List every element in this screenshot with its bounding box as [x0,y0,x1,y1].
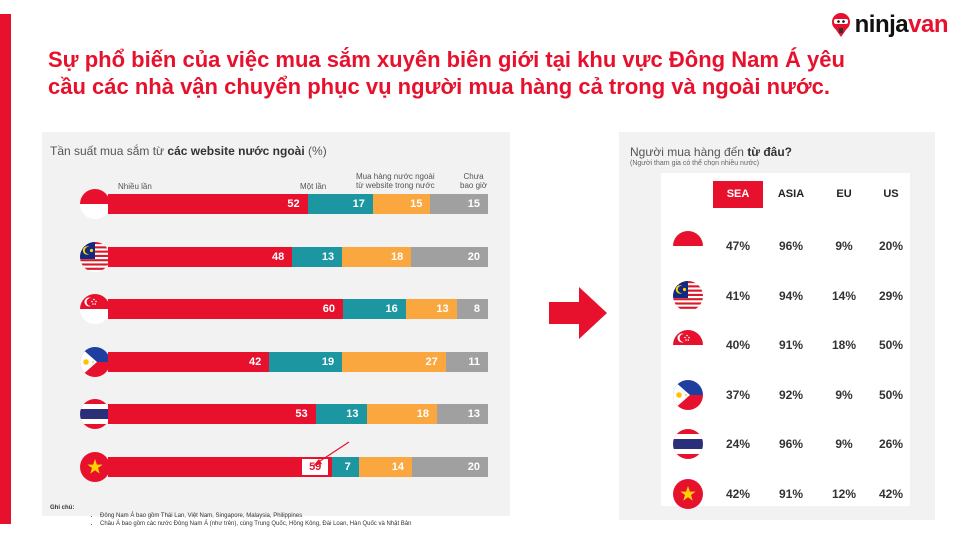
table-cell: 47% [725,239,751,253]
thailand-flag-icon [673,429,703,459]
highlight-value-box [302,458,329,475]
vietnam-flag-icon [673,478,703,509]
origin-subtitle: (Người tham gia có thể chọn nhiều nước) [630,160,760,167]
table-cell: 92% [778,387,804,402]
chart-title: Tần suất mua sắm từ các website nước ngo… [50,144,327,158]
bar-segment: 59 [108,456,333,477]
table-cell: 96% [778,239,804,253]
legend-once: Một lần [300,182,327,191]
table-cell: 42% [878,486,904,501]
logo-text-ninja: ninja [854,11,909,38]
accent-bar [0,14,11,524]
table-cell: 94% [778,288,804,303]
bar-segment: 13 [405,299,457,319]
bar-segment: 16 [343,299,406,319]
bar-segment: 13 [292,246,343,267]
legend-never: Chưa bao giờ [460,172,488,190]
header-asia: ASIA [777,188,805,200]
vietnam-flag-icon [80,451,110,482]
bar-segment: 13 [437,404,488,424]
table-cell: 12% [831,486,857,501]
table-cell: 29% [878,288,904,303]
table-cell: 9% [835,239,853,253]
thailand-flag-icon [80,399,110,429]
table-cell: 9% [835,437,853,451]
bar-segment: 13 [315,404,367,424]
note-item: Châu Á bao gồm các nước Đông Nam Á (như … [100,520,411,528]
legend-many: Nhiều lần [118,182,152,191]
right-arrow-icon [549,287,607,339]
table-cell: 40% [725,338,751,352]
buyer-origin-panel: Người mua hàng đến từ đâu? (Người tham g… [619,132,935,520]
bar-segment: 8 [456,299,488,319]
bar-segment: 17 [307,194,373,214]
bar-segment: 42 [108,351,270,372]
table-cell: 18% [831,338,857,352]
table-cell: 50% [878,338,904,352]
bar-segment: 15 [372,194,431,214]
bar-segment: 18 [366,404,438,424]
bar-segment: 18 [342,246,412,267]
bar-segment: 14 [358,456,412,477]
bar-segment: 11 [445,351,488,372]
table-cell: 50% [878,387,904,402]
bar-segment: 19 [269,351,343,372]
table-cell: 96% [778,437,804,451]
malaysia-flag-icon [80,241,110,272]
indonesia-flag-icon [673,231,703,261]
ninja-pin-icon [831,13,850,37]
bar-segment: 27 [342,351,446,372]
header-us: US [883,188,899,200]
header-sea: SEA [713,181,763,208]
table-cell: 24% [725,437,751,451]
table-cell: 37% [725,387,751,402]
logo-text-van: van [908,11,948,38]
frequency-panel: Tần suất mua sắm từ các website nước ngo… [42,132,510,516]
bar-segment: 60 [108,299,344,319]
table-cell: 26% [878,437,904,451]
notes: Ghi chú: Đông Nam Á bao gồm Thái Lan, Vi… [50,504,411,528]
table-cell: 91% [778,338,804,352]
table-cell: 41% [725,288,751,303]
bar-segment: 52 [108,194,308,214]
bar-segment: 53 [108,404,316,424]
legend-both: Mua hàng nước ngoài từ website trong nước [356,172,435,190]
header-eu: EU [836,188,852,200]
singapore-flag-icon [673,330,703,360]
bar-segment: 15 [430,194,488,214]
bar-segment: 48 [108,246,293,267]
ninjavan-logo: ninjavan [830,10,948,40]
table-cell: 20% [878,239,904,253]
philippines-flag-icon [80,346,110,377]
philippines-flag-icon [673,379,703,410]
singapore-flag-icon [80,294,110,324]
bar-segment: 7 [332,456,359,477]
table-cell: 42% [725,486,751,501]
headline: Sự phổ biến của việc mua sắm xuyên biên … [48,47,845,99]
origin-table: SEA ASIA EU US 47% 96% 9% 20% 41% 94% 14% 29% 40% 91%… [661,173,910,509]
table-cell: 91% [778,486,804,501]
highlight-arrow-icon [313,441,350,466]
bar-segment: 20 [412,456,488,477]
table-cell: 9% [835,387,853,402]
malaysia-flag-icon [673,280,703,311]
indonesia-flag-icon [80,189,110,219]
table-cell: 14% [831,288,857,303]
origin-title: Người mua hàng đến từ đâu? [630,145,792,159]
note-item: Đông Nam Á bao gồm Thái Lan, Việt Nam, S… [100,512,411,520]
bar-segment: 20 [411,246,488,267]
